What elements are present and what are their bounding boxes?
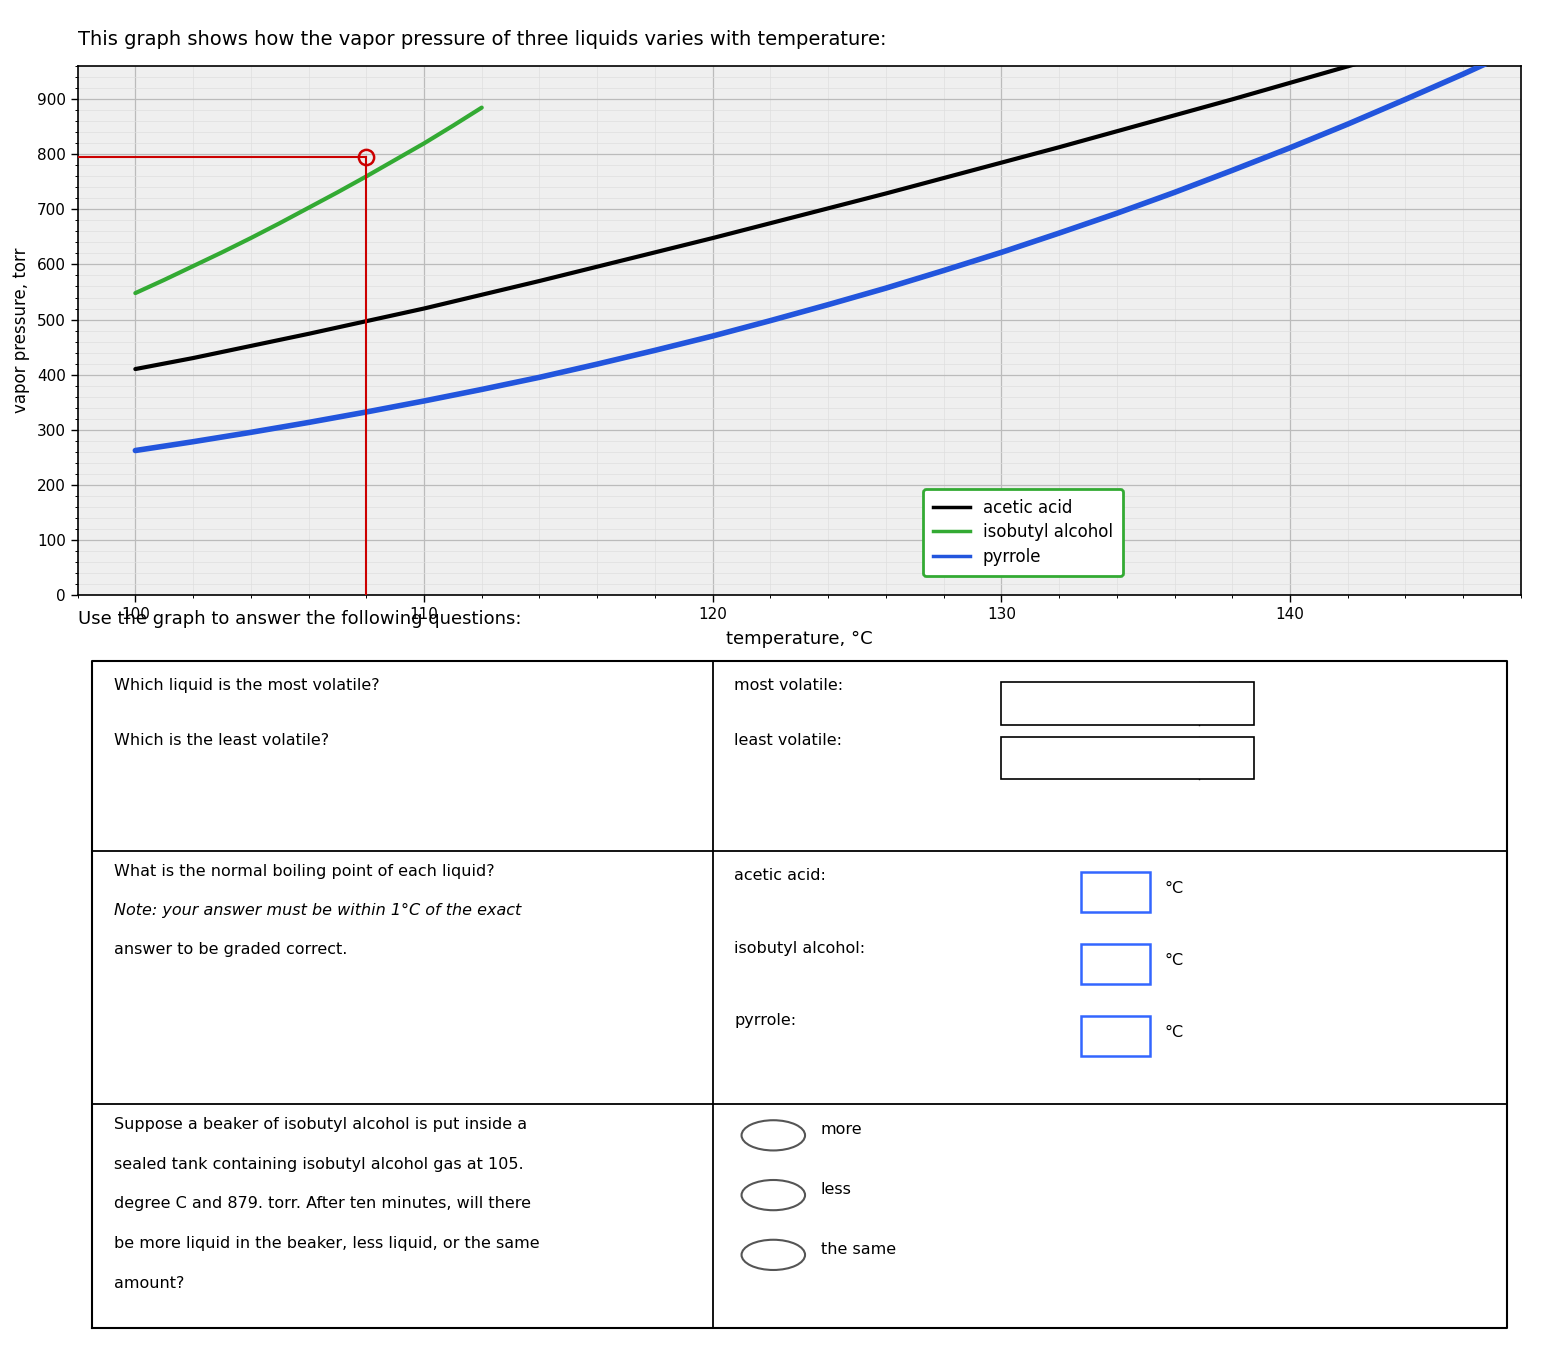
Text: choose one: choose one <box>1018 751 1107 766</box>
Text: the same: the same <box>821 1242 896 1256</box>
Text: amount?: amount? <box>113 1277 185 1291</box>
Text: more: more <box>821 1123 863 1138</box>
Text: Note: your answer must be within 1°C of the exact: Note: your answer must be within 1°C of … <box>113 903 521 918</box>
Text: ∨: ∨ <box>1217 751 1228 766</box>
Text: acetic acid:: acetic acid: <box>734 868 826 883</box>
Legend: acetic acid, isobutyl alcohol, pyrrole: acetic acid, isobutyl alcohol, pyrrole <box>923 488 1124 576</box>
Text: degree C and 879. torr. After ten minutes, will there: degree C and 879. torr. After ten minute… <box>113 1197 531 1212</box>
X-axis label: temperature, °C: temperature, °C <box>726 630 872 648</box>
Text: Which liquid is the most volatile?: Which liquid is the most volatile? <box>113 678 379 693</box>
Text: This graph shows how the vapor pressure of three liquids varies with temperature: This graph shows how the vapor pressure … <box>78 31 886 50</box>
Text: sealed tank containing isobutyl alcohol gas at 105.: sealed tank containing isobutyl alcohol … <box>113 1157 523 1171</box>
Text: ∨: ∨ <box>1217 696 1228 710</box>
FancyBboxPatch shape <box>1080 872 1150 911</box>
Text: answer to be graded correct.: answer to be graded correct. <box>113 942 348 957</box>
Text: °C: °C <box>1164 880 1184 896</box>
Text: be more liquid in the beaker, less liquid, or the same: be more liquid in the beaker, less liqui… <box>113 1236 539 1251</box>
Circle shape <box>742 1180 805 1211</box>
Text: What is the normal boiling point of each liquid?: What is the normal boiling point of each… <box>113 864 494 879</box>
Text: choose one: choose one <box>1018 696 1107 710</box>
Text: °C: °C <box>1164 1024 1184 1041</box>
Text: most volatile:: most volatile: <box>734 678 843 693</box>
Text: Use the graph to answer the following questions:: Use the graph to answer the following qu… <box>78 609 521 628</box>
Y-axis label: vapor pressure, torr: vapor pressure, torr <box>12 248 29 414</box>
Text: pyrrole:: pyrrole: <box>734 1012 796 1027</box>
FancyBboxPatch shape <box>1001 682 1254 724</box>
Text: °C: °C <box>1164 953 1184 968</box>
Circle shape <box>742 1240 805 1270</box>
Text: isobutyl alcohol:: isobutyl alcohol: <box>734 941 866 956</box>
FancyBboxPatch shape <box>1001 737 1254 779</box>
Text: Which is the least volatile?: Which is the least volatile? <box>113 733 329 748</box>
FancyBboxPatch shape <box>1080 1016 1150 1055</box>
Text: less: less <box>821 1182 852 1197</box>
FancyBboxPatch shape <box>1080 944 1150 984</box>
Text: Suppose a beaker of isobutyl alcohol is put inside a: Suppose a beaker of isobutyl alcohol is … <box>113 1116 526 1132</box>
Circle shape <box>742 1120 805 1150</box>
Text: least volatile:: least volatile: <box>734 733 843 748</box>
